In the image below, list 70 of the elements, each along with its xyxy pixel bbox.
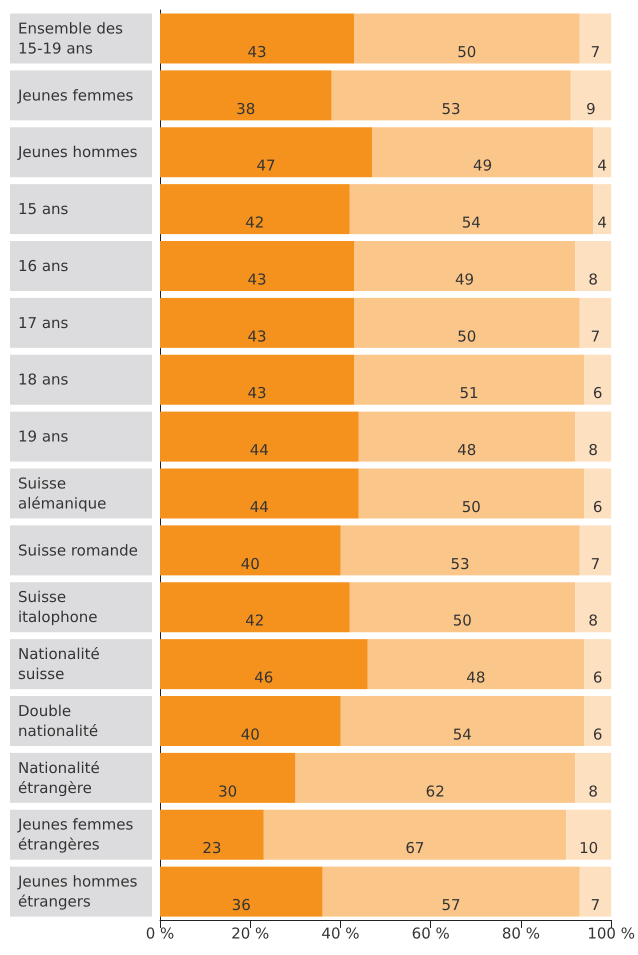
data-label: 7	[590, 896, 600, 914]
data-label: 44	[250, 441, 269, 460]
y-tick-label: Suisse romande	[18, 541, 138, 560]
data-label: 40	[240, 725, 260, 744]
data-label: 62	[426, 782, 445, 800]
y-tick-label: Double nationalité	[18, 702, 98, 740]
data-label: 40	[240, 554, 260, 573]
data-label: 54	[452, 725, 472, 744]
data-label: 36	[232, 896, 251, 914]
x-tick-label: 80 %	[502, 924, 540, 942]
data-label: 54	[462, 214, 481, 232]
data-label: 23	[202, 839, 222, 858]
y-tick-label: 19 ans	[18, 428, 69, 446]
y-tick-label: 16 ans	[18, 256, 69, 275]
data-label: 10	[579, 839, 598, 858]
data-label: 43	[247, 327, 267, 346]
data-label: 8	[588, 782, 598, 800]
y-tick-label: Suisse italophone	[18, 588, 98, 626]
data-label: 67	[405, 839, 424, 858]
y-tick-label: Jeunes hommes étrangers	[17, 872, 142, 911]
x-tick-label: 0 %	[146, 924, 174, 942]
data-label: 47	[256, 156, 276, 175]
data-label: 50	[457, 327, 476, 346]
x-tick-label: 100 %	[587, 924, 635, 942]
y-tick-label: 18 ans	[18, 370, 69, 389]
data-label: 7	[590, 42, 600, 61]
data-label: 43	[247, 270, 267, 288]
data-label: 44	[250, 498, 269, 516]
y-tick-label: 17 ans	[18, 314, 69, 332]
data-label: 7	[590, 554, 600, 573]
data-label: 53	[450, 554, 470, 573]
data-label: 30	[218, 782, 238, 800]
x-tick-label: 60 %	[412, 924, 450, 942]
data-label: 50	[457, 42, 476, 61]
data-label: 4	[597, 156, 607, 175]
data-label: 53	[441, 100, 461, 118]
data-label: 49	[454, 270, 474, 288]
data-label: 43	[247, 384, 267, 402]
y-tick-label: Jeunes femmes étrangères	[17, 816, 138, 854]
data-label: 50	[462, 498, 481, 516]
y-tick-label: Jeunes hommes	[17, 143, 138, 162]
data-label: 9	[586, 100, 596, 118]
data-label: 38	[236, 100, 256, 118]
data-label: 42	[245, 214, 264, 232]
y-tick-label: Nationalité étrangère	[18, 758, 105, 797]
data-label: 8	[588, 441, 598, 460]
data-label: 48	[457, 441, 476, 460]
x-tick-label: 20 %	[231, 924, 270, 942]
data-label: 8	[588, 270, 598, 288]
data-label: 48	[466, 668, 486, 687]
data-label: 4	[597, 214, 607, 232]
data-label: 6	[592, 668, 602, 687]
data-label: 6	[592, 498, 602, 516]
data-label: 50	[452, 612, 472, 630]
data-label: 7	[590, 327, 600, 346]
data-label: 49	[473, 156, 492, 175]
y-tick-label: Suisse alémanique	[18, 474, 106, 512]
data-label: 6	[592, 384, 602, 402]
x-tick-label: 40 %	[321, 924, 360, 942]
data-label: 8	[588, 612, 598, 630]
data-label: 43	[247, 42, 267, 61]
data-label: 57	[441, 896, 461, 914]
data-label: 51	[460, 384, 479, 402]
data-label: 46	[254, 668, 274, 687]
data-label: 42	[245, 612, 264, 630]
y-tick-label: Ensemble des 15-19 ans	[18, 19, 128, 58]
y-tick-label: 15 ans	[18, 200, 69, 218]
y-tick-label: Nationalité suisse	[18, 645, 105, 684]
y-tick-label: Jeunes femmes	[17, 86, 134, 104]
data-label: 6	[592, 725, 602, 744]
